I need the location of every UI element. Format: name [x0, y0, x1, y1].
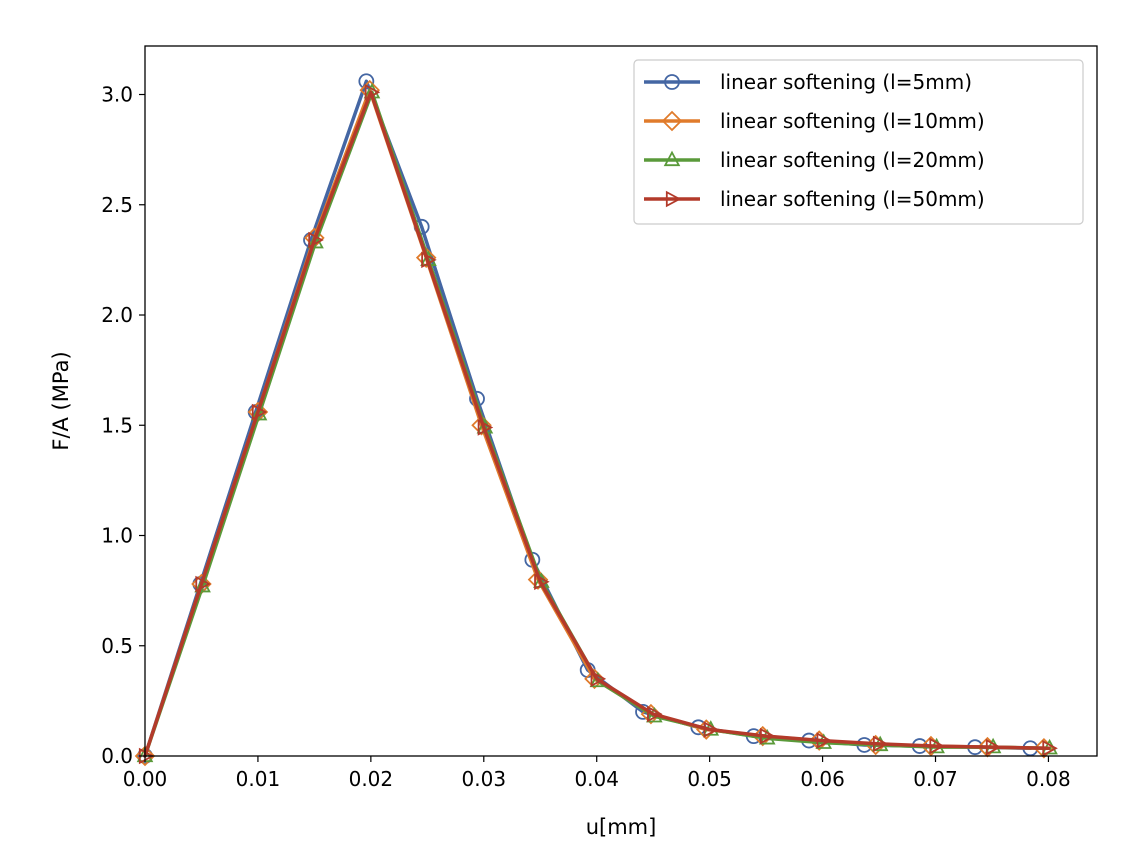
x-tick-label: 0.08 — [1026, 767, 1071, 791]
x-tick-label: 0.05 — [687, 767, 732, 791]
legend-label: linear softening (l=5mm) — [720, 70, 972, 94]
legend-item-2: linear softening (l=10mm) — [644, 109, 985, 133]
plot-frame — [144, 45, 1098, 757]
y-tick-label: 2.5 — [101, 193, 133, 217]
legend-marker — [664, 74, 680, 90]
legend-label: linear softening (l=10mm) — [720, 109, 985, 133]
legend-box — [633, 59, 1084, 225]
x-axis-label: u[mm] — [586, 815, 657, 839]
y-tick-label: 1.5 — [101, 413, 133, 437]
legend-item-1: linear softening (l=5mm) — [644, 70, 972, 94]
data-point — [308, 231, 324, 249]
data-point — [195, 575, 211, 593]
data-point — [590, 670, 607, 688]
data-point — [929, 737, 945, 755]
x-axis: 0.00 0.01 0.02 0.03 0.04 0.05 0.06 0.07 0.08 — [123, 756, 1071, 791]
legend-item-4: linear softening (l=50mm) — [644, 187, 985, 211]
data-point — [534, 573, 550, 591]
legend-label: linear softening (l=20mm) — [720, 148, 985, 172]
legend-marker — [661, 110, 683, 132]
data-point — [251, 403, 268, 421]
y-axis-label: F/A (MPa) — [49, 351, 73, 450]
x-tick-label: 0.02 — [349, 767, 394, 791]
y-tick-label: 0.5 — [101, 634, 133, 658]
y-tick-label: 3.0 — [101, 83, 133, 107]
data-point — [985, 738, 1002, 756]
data-point — [703, 721, 720, 738]
data-point — [527, 569, 549, 590]
y-axis: 0.0 0.5 1.0 1.5 2.0 2.5 3.0 — [101, 83, 145, 768]
data-point — [760, 727, 776, 745]
x-tick-label: 0.00 — [123, 767, 168, 791]
x-tick-label: 0.01 — [236, 767, 281, 791]
x-tick-label: 0.07 — [913, 767, 958, 791]
legend-items: linear softening (l=5mm) linear softening… — [644, 70, 985, 211]
data-point — [471, 414, 492, 436]
data-point — [1042, 739, 1058, 757]
x-tick-label: 0.06 — [800, 767, 845, 791]
data-point — [872, 735, 889, 753]
data-point — [816, 732, 832, 749]
legend: linear softening (l=5mm) linear softening… — [633, 59, 1084, 225]
data-point — [364, 84, 381, 101]
y-tick-label: 2.0 — [101, 303, 133, 327]
data-point — [477, 419, 494, 436]
legend-item-3: linear softening (l=20mm) — [644, 148, 985, 172]
legend-label: linear softening (l=50mm) — [720, 187, 985, 211]
y-tick-label: 1.0 — [101, 524, 133, 548]
data-point — [647, 705, 663, 723]
data-point — [415, 247, 437, 268]
series-line-4 — [143, 90, 1051, 758]
x-tick-label: 0.03 — [462, 767, 507, 791]
data-point — [421, 251, 437, 269]
y-tick-label: 0.0 — [101, 744, 133, 768]
series-layer — [134, 73, 1058, 767]
legend-marker — [665, 190, 682, 208]
legend-marker — [663, 150, 681, 167]
x-tick-label: 0.04 — [574, 767, 619, 791]
